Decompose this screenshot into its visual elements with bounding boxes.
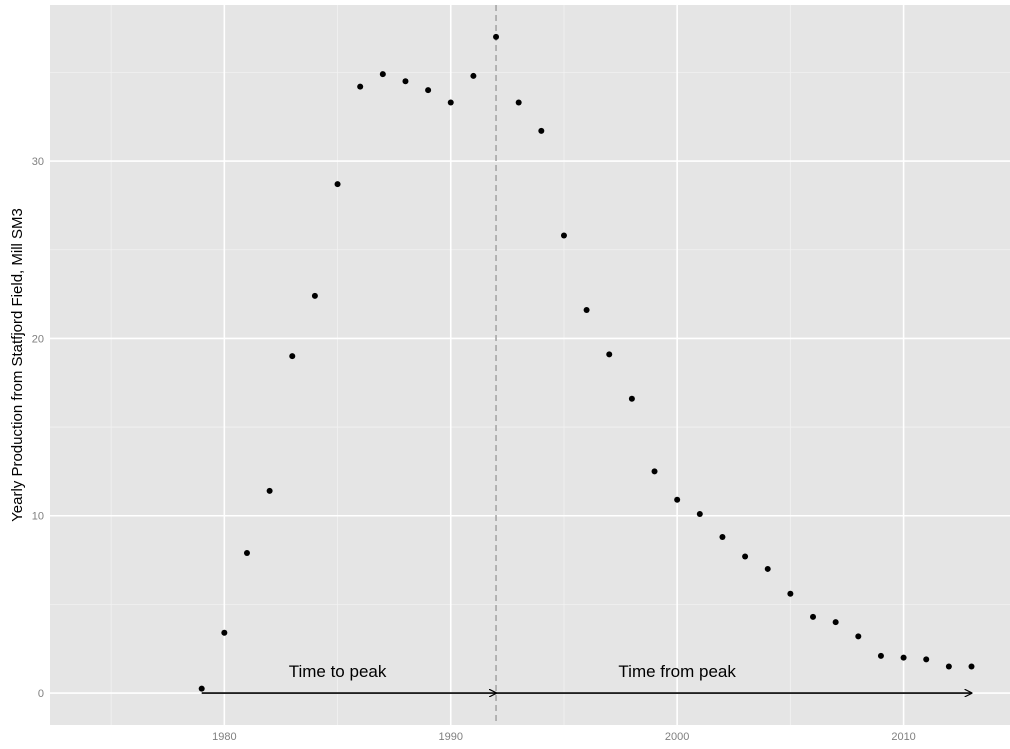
minor-grid bbox=[50, 5, 1010, 725]
y-tick-label: 0 bbox=[38, 688, 44, 700]
annotations: Time to peak Time from peak bbox=[289, 662, 737, 681]
data-point bbox=[945, 663, 952, 670]
data-point bbox=[651, 468, 658, 475]
y-tick-label: 10 bbox=[32, 511, 44, 523]
data-point bbox=[447, 99, 454, 106]
data-point bbox=[311, 292, 318, 299]
data-point bbox=[198, 685, 205, 692]
data-point bbox=[628, 395, 635, 402]
data-point bbox=[379, 71, 386, 78]
data-point bbox=[764, 565, 771, 572]
data-point bbox=[606, 351, 613, 358]
data-point bbox=[357, 83, 364, 90]
data-point bbox=[266, 487, 273, 494]
data-point bbox=[243, 549, 250, 556]
data-point bbox=[742, 553, 749, 560]
data-point bbox=[289, 353, 296, 360]
annotation-label: Time to peak bbox=[289, 662, 387, 681]
data-point bbox=[810, 613, 817, 620]
data-point bbox=[787, 590, 794, 597]
data-point bbox=[583, 307, 590, 314]
data-point bbox=[855, 633, 862, 640]
annotation-label: Time from peak bbox=[618, 662, 736, 681]
data-point bbox=[923, 656, 930, 663]
data-point bbox=[832, 619, 839, 626]
data-point bbox=[719, 534, 726, 541]
y-tick-labels: 0 10 20 30 bbox=[32, 156, 44, 700]
x-tick-label: 2000 bbox=[665, 731, 689, 743]
data-point bbox=[402, 78, 409, 85]
data-point bbox=[221, 629, 228, 636]
data-point bbox=[334, 181, 341, 188]
x-tick-labels: 1980 1990 2000 2010 bbox=[212, 731, 916, 743]
data-point bbox=[560, 232, 567, 239]
x-tick-label: 1980 bbox=[212, 731, 236, 743]
y-tick-label: 30 bbox=[32, 156, 44, 168]
data-point bbox=[900, 654, 907, 661]
x-tick-label: 2010 bbox=[891, 731, 915, 743]
plot-panel bbox=[50, 5, 1010, 725]
data-point bbox=[470, 72, 477, 79]
data-points bbox=[198, 33, 975, 692]
data-point bbox=[968, 663, 975, 670]
data-point bbox=[515, 99, 522, 106]
data-point bbox=[696, 510, 703, 517]
y-tick-label: 20 bbox=[32, 333, 44, 345]
data-point bbox=[877, 652, 884, 659]
x-tick-label: 1990 bbox=[439, 731, 463, 743]
data-point bbox=[674, 496, 681, 503]
data-point bbox=[425, 87, 432, 94]
data-point bbox=[493, 33, 500, 40]
data-point bbox=[538, 127, 545, 134]
y-axis-title: Yearly Production from Statfjord Field, … bbox=[9, 208, 26, 522]
